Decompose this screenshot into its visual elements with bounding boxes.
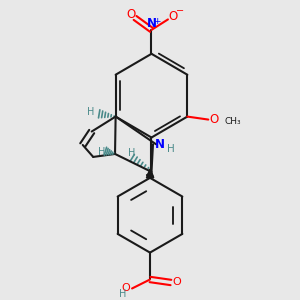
Text: O: O [172,278,181,287]
Text: O: O [122,284,130,293]
Text: H: H [119,289,126,299]
Polygon shape [146,169,154,178]
Text: +: + [153,17,160,26]
Text: H: H [87,107,95,117]
Text: O: O [169,10,178,23]
Text: N: N [146,17,157,30]
Text: H: H [128,148,136,158]
Text: H: H [98,148,105,158]
Polygon shape [146,172,154,178]
Text: N: N [155,138,165,151]
Text: CH₃: CH₃ [225,118,242,127]
Text: O: O [127,8,136,21]
Text: H: H [167,144,175,154]
Text: O: O [210,113,219,126]
Text: −: − [176,6,184,16]
